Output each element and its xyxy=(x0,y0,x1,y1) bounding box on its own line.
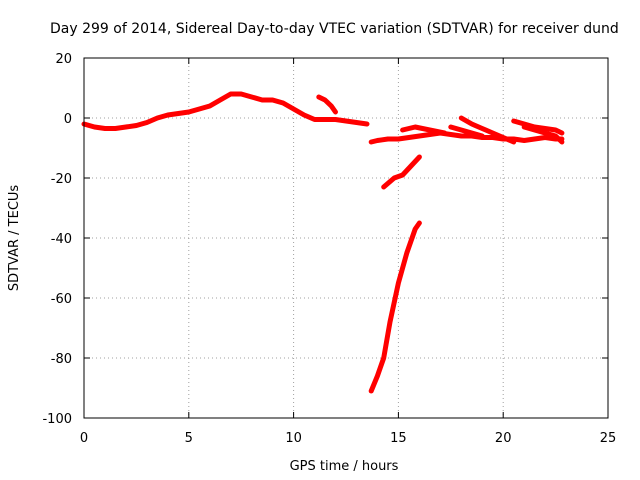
series-line-track-6 xyxy=(458,115,517,145)
tick-label-layer: 0 5 10 15 20 25 -100 -80 -60 -40 -20 0 20 xyxy=(42,52,616,446)
series-line-track-9 xyxy=(381,154,422,190)
plot-frame xyxy=(83,57,609,419)
series-line-track-10 xyxy=(368,220,422,394)
series-line-track-7 xyxy=(511,118,565,136)
y-tick-label: -60 xyxy=(51,292,72,307)
x-tick-label: 5 xyxy=(185,431,193,446)
series-line-track-8 xyxy=(521,124,565,145)
series-layer xyxy=(81,91,565,394)
series-line-track-3 xyxy=(368,130,565,145)
x-tick-label: 25 xyxy=(600,431,617,446)
y-tick-label: 0 xyxy=(64,112,72,127)
series-line-track-2 xyxy=(316,94,338,115)
series-line-track-5 xyxy=(448,124,485,139)
y-tick-label: -40 xyxy=(51,232,72,247)
chart-title: Day 299 of 2014, Sidereal Day-to-day VTE… xyxy=(50,21,619,37)
series-line-track-4 xyxy=(400,124,447,136)
x-axis-label: GPS time / hours xyxy=(290,459,399,474)
y-tick-label: 20 xyxy=(55,52,72,67)
x-tick-label: 20 xyxy=(495,431,512,446)
x-tick-label: 15 xyxy=(390,431,407,446)
tick-layer xyxy=(83,57,609,419)
y-tick-label: -80 xyxy=(51,352,72,367)
grid-layer xyxy=(84,58,608,418)
y-axis-label: SDTVAR / TECUs xyxy=(7,185,22,292)
series-line-track-1 xyxy=(81,91,370,131)
y-tick-label: -20 xyxy=(51,172,72,187)
x-tick-label: 0 xyxy=(80,431,88,446)
x-tick-label: 10 xyxy=(285,431,302,446)
y-tick-label: -100 xyxy=(42,412,72,427)
